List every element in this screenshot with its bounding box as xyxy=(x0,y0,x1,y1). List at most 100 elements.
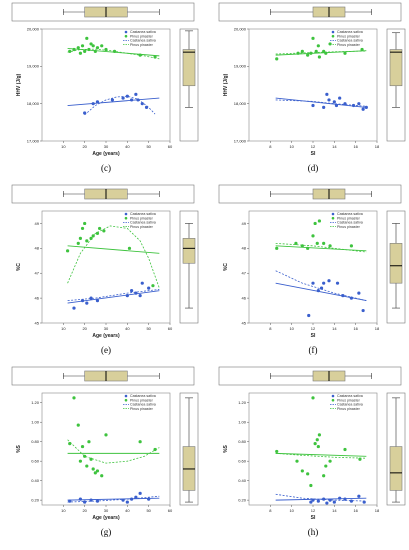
data-point xyxy=(324,51,328,55)
data-point xyxy=(309,51,313,55)
data-point xyxy=(144,105,149,109)
x-tick-label: 30 xyxy=(104,326,109,331)
data-point xyxy=(328,244,332,248)
x-tick-label: 20 xyxy=(82,326,87,331)
data-point xyxy=(76,46,80,50)
data-point xyxy=(338,496,342,500)
data-point xyxy=(362,500,366,504)
data-point xyxy=(87,440,91,444)
y-tick-label: 17,000 xyxy=(27,138,40,143)
x-tick-label: 10 xyxy=(289,508,294,513)
y-tick-label: 18,000 xyxy=(234,101,247,106)
data-point xyxy=(334,103,339,108)
y-tick-label: 46 xyxy=(35,296,40,301)
data-point xyxy=(322,281,326,285)
data-point xyxy=(343,497,347,501)
x-tick-label: 60 xyxy=(168,144,173,149)
fit-line-linear xyxy=(275,97,367,108)
legend-label: Pinus pinaster xyxy=(130,216,154,220)
legend-marker xyxy=(331,398,335,402)
data-point xyxy=(134,495,138,499)
legend-label: Pinus pinaster xyxy=(337,407,361,411)
y-axis-title: %S xyxy=(223,444,229,452)
x-tick-label: 14 xyxy=(332,326,337,331)
data-point xyxy=(72,47,76,52)
data-point xyxy=(80,299,85,303)
legend-label: Pinus pinaster xyxy=(130,407,154,411)
plot-area xyxy=(248,210,378,324)
data-point xyxy=(68,499,72,503)
x-tick-label: 40 xyxy=(125,144,130,149)
fit-line-linear xyxy=(275,245,367,252)
legend-label: Pinus pinaster xyxy=(130,34,154,38)
data-point xyxy=(80,44,85,48)
plot-area xyxy=(248,392,378,506)
data-point xyxy=(78,497,82,501)
y-tick-label: 49 xyxy=(242,221,247,226)
data-point xyxy=(78,459,82,463)
legend-marker xyxy=(124,216,128,220)
legend-marker xyxy=(124,34,128,38)
y-axis-title: %C xyxy=(16,263,22,271)
data-point xyxy=(311,396,315,400)
data-point xyxy=(319,286,324,290)
data-point xyxy=(83,221,87,226)
data-point xyxy=(322,105,326,109)
chart-panel-1: 17,000 18,000 19,000 20,000 10 20 30 40 50 60 Age … xyxy=(11,2,199,173)
data-point xyxy=(322,474,326,478)
data-point xyxy=(343,447,347,452)
x-tick-label: 40 xyxy=(125,508,130,513)
data-point xyxy=(130,497,134,501)
panel-label: (e) xyxy=(101,345,111,355)
data-point xyxy=(87,47,91,52)
data-point xyxy=(343,102,347,106)
legend-label: Pinus pinaster xyxy=(337,34,361,38)
data-point xyxy=(322,497,326,501)
fit-line-linear xyxy=(67,497,160,501)
x-axis-title: Age (years) xyxy=(92,515,120,521)
data-point xyxy=(91,467,95,471)
data-point xyxy=(332,500,336,504)
fit-line-linear xyxy=(275,50,367,56)
data-point xyxy=(147,286,151,290)
legend-label: Castanea sativa xyxy=(337,212,363,216)
x-tick-label: 12 xyxy=(311,508,316,513)
data-point xyxy=(328,42,332,46)
x-tick-label: 10 xyxy=(289,326,294,331)
data-point xyxy=(83,111,87,115)
data-point xyxy=(83,454,87,458)
chart-panel-3: 45 46 47 48 49 10 20 30 40 50 60 Age (years) %C Casta… xyxy=(11,184,199,355)
legend-label: Castanea sativa xyxy=(130,221,156,225)
data-point xyxy=(153,55,157,59)
x-tick-label: 60 xyxy=(168,326,173,331)
data-point xyxy=(357,102,361,106)
data-point xyxy=(138,491,142,495)
data-point xyxy=(349,296,353,300)
fit-line-quadratic xyxy=(275,270,367,301)
x-tick-label: 18 xyxy=(375,144,380,149)
data-point xyxy=(317,55,321,59)
data-point xyxy=(121,96,125,100)
x-tick-label: 10 xyxy=(289,144,294,149)
data-point xyxy=(314,49,318,54)
y-tick-label: 46 xyxy=(242,296,247,301)
y-tick-label: 17,000 xyxy=(234,138,247,143)
legend-label: Pinus pinaster xyxy=(130,398,154,402)
panel-label: (h) xyxy=(308,527,319,537)
data-point xyxy=(275,246,279,250)
side-boxplot-box xyxy=(389,243,403,284)
data-point xyxy=(121,498,125,502)
legend-label: Pinus pinaster xyxy=(130,225,154,229)
data-point xyxy=(89,457,93,461)
data-point xyxy=(316,44,320,48)
y-tick-label: 45 xyxy=(35,320,40,325)
x-tick-label: 30 xyxy=(104,144,109,149)
y-tick-label: 1.00 xyxy=(238,420,247,425)
data-point xyxy=(316,499,320,503)
x-tick-label: 8 xyxy=(269,326,272,331)
y-tick-label: 47 xyxy=(35,271,40,276)
fit-line-quadratic xyxy=(275,452,367,459)
data-point xyxy=(85,464,89,468)
fit-line-linear xyxy=(275,452,367,457)
data-point xyxy=(93,471,97,475)
